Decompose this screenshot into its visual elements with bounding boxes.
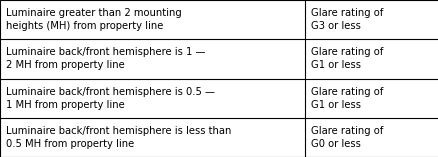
Text: Luminaire greater than 2 mounting
heights (MH) from property line: Luminaire greater than 2 mounting height… [6, 8, 181, 31]
Text: Luminaire back/front hemisphere is 1 —
2 MH from property line: Luminaire back/front hemisphere is 1 — 2… [6, 47, 205, 70]
Text: Luminaire back/front hemisphere is less than
0.5 MH from property line: Luminaire back/front hemisphere is less … [6, 126, 230, 149]
Text: Glare rating of
G0 or less: Glare rating of G0 or less [310, 126, 382, 149]
Text: Luminaire back/front hemisphere is 0.5 —
1 MH from property line: Luminaire back/front hemisphere is 0.5 —… [6, 87, 214, 110]
Text: Glare rating of
G1 or less: Glare rating of G1 or less [310, 87, 382, 110]
Text: Glare rating of
G3 or less: Glare rating of G3 or less [310, 8, 382, 31]
Text: Glare rating of
G1 or less: Glare rating of G1 or less [310, 47, 382, 70]
